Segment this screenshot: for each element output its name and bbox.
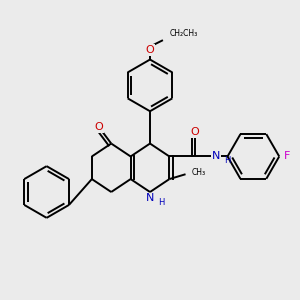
Text: H: H bbox=[158, 198, 164, 207]
Text: CH₂CH₃: CH₂CH₃ bbox=[169, 29, 198, 38]
Text: F: F bbox=[284, 152, 290, 161]
Text: O: O bbox=[146, 45, 154, 55]
Text: O: O bbox=[94, 122, 103, 132]
Text: CH₃: CH₃ bbox=[192, 168, 206, 177]
Text: N: N bbox=[212, 152, 220, 161]
Text: H: H bbox=[224, 156, 230, 165]
Text: O: O bbox=[191, 127, 200, 137]
Text: N: N bbox=[146, 194, 154, 203]
